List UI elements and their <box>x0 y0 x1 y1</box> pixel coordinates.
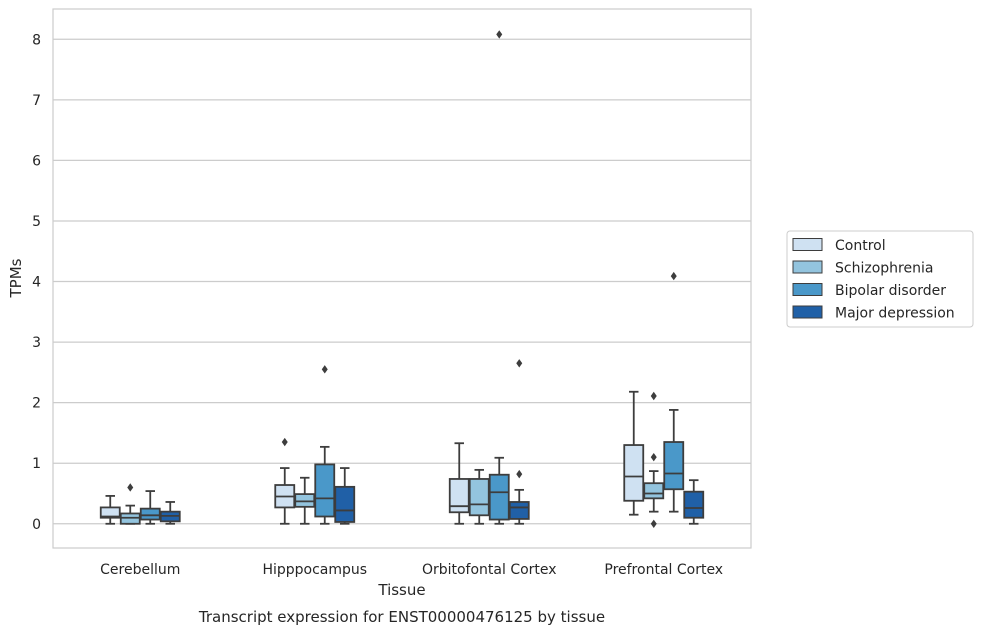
y-tick-label: 8 <box>32 32 41 48</box>
box-iqr <box>683 490 705 519</box>
box-bipolar-disorder-0 <box>139 490 161 525</box>
x-tick-label: Cerebellum <box>100 562 180 578</box>
legend: Control Schizophrenia Bipolar disorder Majo… <box>786 230 974 328</box>
box-control-2 <box>448 442 470 525</box>
y-tick-label: 5 <box>32 214 41 230</box>
chart-caption: Transcript expression for ENST0000047612… <box>198 608 605 626</box>
y-tick-label: 7 <box>32 93 41 109</box>
outlier-point <box>670 271 677 281</box>
y-tick-label: 1 <box>32 456 41 472</box>
gridlines <box>53 38 751 525</box>
box-bipolar-disorder-2 <box>488 30 510 525</box>
box-bipolar-disorder-3 <box>663 271 685 513</box>
box-major-depression-2 <box>508 359 530 525</box>
box-schizophrenia-2 <box>468 468 490 525</box>
box-iqr <box>119 512 141 525</box>
x-axis-label: Tissue <box>377 581 425 599</box>
box-control-1 <box>274 437 296 525</box>
outlier-point <box>650 391 657 401</box>
y-tick-labels: 0 1 2 3 4 5 6 7 8 <box>32 32 41 532</box>
legend-label: Bipolar disorder <box>835 283 946 299</box>
legend-label: Control <box>835 238 886 254</box>
outlier-point <box>650 452 657 462</box>
box-control-0 <box>99 495 121 525</box>
box-iqr <box>643 482 665 500</box>
box-bipolar-disorder-1 <box>314 365 336 525</box>
legend-swatch <box>792 283 823 296</box>
y-tick-label: 2 <box>32 396 41 412</box>
box-iqr <box>488 473 510 521</box>
box-iqr <box>448 478 470 514</box>
legend-label: Major depression <box>835 306 955 322</box>
box-schizophrenia-3 <box>643 391 665 528</box>
y-tick-label: 4 <box>32 275 41 291</box>
legend-frame <box>786 230 974 328</box>
plot-frame <box>52 8 752 549</box>
box-iqr <box>334 485 356 523</box>
outlier-point <box>127 483 134 492</box>
outlier-point <box>516 469 523 479</box>
outlier-point <box>321 365 328 374</box>
legend-swatch <box>792 305 823 319</box>
y-tick-label: 6 <box>32 153 41 169</box>
legend-label: Schizophrenia <box>835 261 933 277</box>
box-major-depression-1 <box>334 467 356 525</box>
box-major-depression-3 <box>683 479 705 525</box>
box-iqr <box>508 501 530 520</box>
box-iqr <box>99 506 121 519</box>
outlier-point <box>516 359 523 368</box>
y-axis-label: TPMs <box>7 258 25 298</box>
outlier-point <box>496 30 503 39</box>
outlier-point <box>281 437 288 447</box>
box-groups <box>99 30 705 528</box>
legend-swatch <box>792 238 823 251</box>
box-iqr <box>663 441 685 491</box>
plot-area <box>53 9 751 548</box>
outlier-point <box>650 519 657 528</box>
x-tick-label: Hipppocampus <box>262 562 367 578</box>
y-tick-label: 0 <box>32 517 41 533</box>
box-iqr <box>139 507 161 521</box>
box-iqr <box>294 493 316 508</box>
y-tick-label: 3 <box>32 335 41 351</box>
x-tick-label: Orbitofontal Cortex <box>422 562 557 578</box>
box-schizophrenia-1 <box>294 476 316 525</box>
x-tick-label: Prefrontal Cortex <box>604 562 723 578</box>
box-iqr <box>468 478 490 517</box>
box-control-3 <box>623 390 645 516</box>
box-schizophrenia-0 <box>119 483 141 525</box>
x-tick-labels: Cerebellum Hipppocampus Orbitofontal Corte… <box>100 562 723 578</box>
box-major-depression-0 <box>159 501 181 525</box>
box-iqr <box>623 444 645 502</box>
box-iqr <box>314 463 336 518</box>
legend-swatch <box>792 260 823 274</box>
